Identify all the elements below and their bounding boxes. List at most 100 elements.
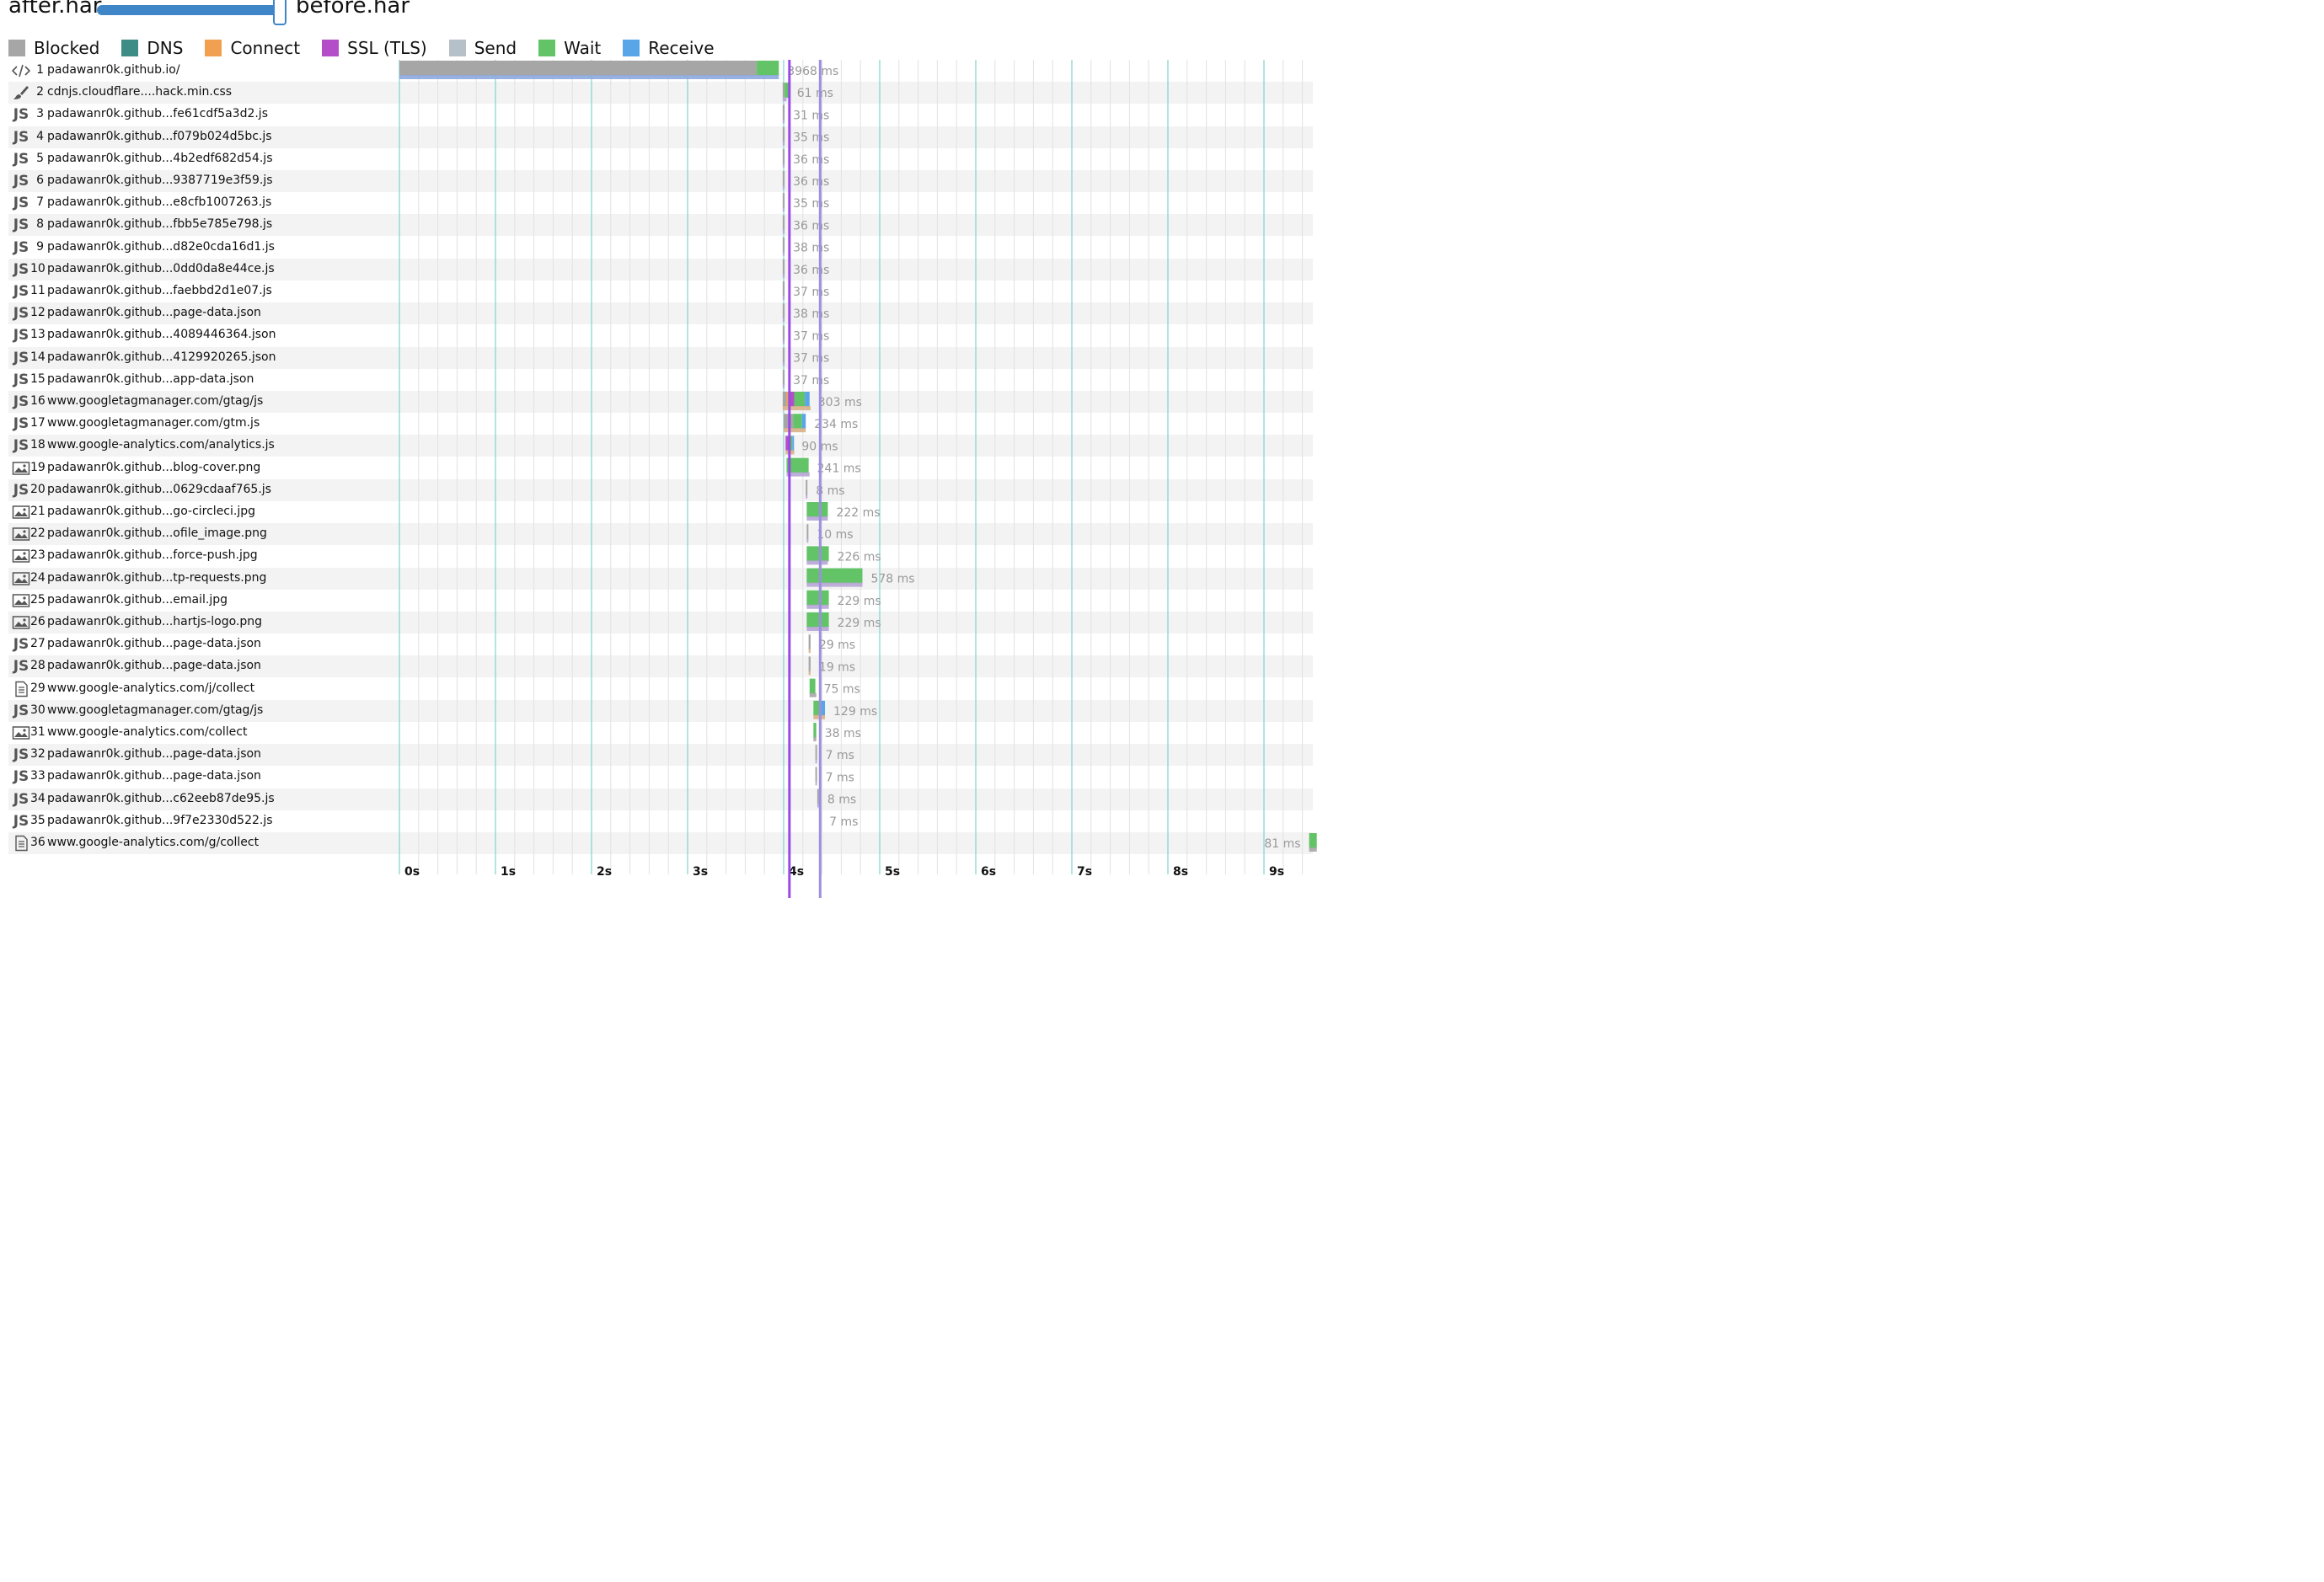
request-row[interactable]: JS 32 padawanr0k.github...page-data.json (8, 744, 1313, 767)
request-url[interactable]: padawanr0k.github...page-data.json (47, 769, 261, 783)
request-url[interactable]: padawanr0k.github...fbb5e785e798.js (47, 217, 273, 232)
request-url[interactable]: padawanr0k.github...4b2edf682d54.js (47, 151, 273, 165)
timing-bar-receive (821, 700, 826, 716)
request-url[interactable]: padawanr0k.github...4089446364.json (47, 328, 276, 342)
request-url[interactable]: padawanr0k.github...force-push.jpg (47, 548, 258, 563)
request-url[interactable]: padawanr0k.github...e8cfb1007263.js (47, 195, 272, 210)
request-number: 30 (30, 703, 46, 717)
request-row[interactable]: JS 4 padawanr0k.github...f079b024d5bc.js (8, 126, 1313, 148)
request-url[interactable]: padawanr0k.github...faebbd2d1e07.js (47, 284, 272, 297)
request-row[interactable]: JS 18 www.google-analytics.com/analytics.j… (8, 435, 1313, 457)
request-row[interactable]: JS 15 padawanr0k.github...app-data.json (8, 369, 1313, 391)
request-row[interactable]: JS 7 padawanr0k.github...e8cfb1007263.js (8, 192, 1313, 214)
request-row[interactable]: 36 www.google-analytics.com/g/collect (8, 832, 1313, 854)
timing-bar-blocked (782, 83, 785, 99)
request-number: 6 (36, 174, 44, 187)
request-row[interactable]: 29 www.google-analytics.com/j/collect (8, 678, 1313, 700)
request-row[interactable]: 26 padawanr0k.github...hartjs-logo.png (8, 612, 1313, 633)
request-url[interactable]: www.google-analytics.com/analytics.js (47, 438, 275, 452)
request-row[interactable]: JS 28 padawanr0k.github...page-data.json (8, 655, 1313, 678)
request-duration-label: 234 ms (814, 418, 858, 431)
request-url[interactable]: padawanr0k.github...f079b024d5bc.js (47, 129, 272, 143)
request-url[interactable]: www.googletagmanager.com/gtag/js (47, 394, 264, 408)
request-url[interactable]: padawanr0k.github...email.jpg (47, 592, 228, 607)
request-row[interactable]: JS 14 padawanr0k.github...4129920265.json (8, 346, 1313, 369)
request-row[interactable]: JS 30 www.googletagmanager.com/gtag/js (8, 699, 1313, 722)
request-url[interactable]: padawanr0k.github.io/ (47, 63, 180, 77)
js-file-icon: JS (13, 768, 29, 786)
timing-bar-wait (1309, 833, 1317, 848)
request-url[interactable]: padawanr0k.github...ofile_image.png (47, 526, 267, 541)
request-duration-label: 8 ms (827, 794, 856, 807)
request-url[interactable]: padawanr0k.github...fe61cdf5a3d2.js (47, 107, 268, 121)
request-row[interactable]: 22 padawanr0k.github...ofile_image.png (8, 523, 1313, 546)
request-url[interactable]: padawanr0k.github...c62eeb87de95.js (47, 791, 275, 805)
request-row[interactable]: JS 20 padawanr0k.github...0629cdaaf765.js (8, 478, 1313, 501)
request-url[interactable]: padawanr0k.github...9f7e2330d522.js (47, 813, 273, 827)
request-row[interactable]: JS 17 www.googletagmanager.com/gtm.js (8, 413, 1313, 435)
har-comparison-slider[interactable] (97, 5, 281, 15)
request-row[interactable]: JS 9 padawanr0k.github...d82e0cda16d1.js (8, 237, 1313, 259)
request-url[interactable]: www.google-analytics.com/j/collect (47, 681, 255, 695)
request-url[interactable]: padawanr0k.github...4129920265.json (47, 350, 276, 364)
js-file-icon: JS (13, 349, 29, 366)
request-row[interactable]: 19 padawanr0k.github...blog-cover.png (8, 457, 1313, 479)
legend-item-receive: Receive (623, 38, 715, 58)
request-row[interactable]: JS 12 padawanr0k.github...page-data.json (8, 302, 1313, 325)
request-url[interactable]: padawanr0k.github...page-data.json (47, 659, 261, 673)
request-url[interactable]: www.google-analytics.com/g/collect (47, 836, 260, 849)
request-duration-label: 35 ms (793, 197, 829, 211)
js-file-icon: JS (13, 702, 29, 719)
request-row[interactable]: 1 padawanr0k.github.io/ (8, 60, 1313, 82)
request-row[interactable]: 23 padawanr0k.github...force-push.jpg (8, 545, 1313, 567)
request-url[interactable]: padawanr0k.github...page-data.json (47, 306, 261, 320)
request-url[interactable]: padawanr0k.github...page-data.json (47, 637, 261, 651)
timing-bar-blocked (782, 392, 787, 407)
request-url[interactable]: www.googletagmanager.com/gtm.js (47, 416, 260, 430)
request-url[interactable]: padawanr0k.github...go-circleci.jpg (47, 505, 256, 518)
request-url[interactable]: cdnjs.cloudflare....hack.min.css (47, 85, 233, 99)
har-comparison-slider-handle[interactable] (273, 0, 286, 25)
request-row[interactable]: JS 13 padawanr0k.github...4089446364.json (8, 324, 1313, 346)
request-url[interactable]: padawanr0k.github...0629cdaaf765.js (47, 482, 271, 496)
request-row[interactable]: JS 16 www.googletagmanager.com/gtag/js (8, 391, 1313, 413)
request-url[interactable]: www.google-analytics.com/collect (47, 725, 248, 739)
timing-bar-ssl (785, 436, 790, 452)
request-row[interactable]: JS 33 padawanr0k.github...page-data.json (8, 766, 1313, 788)
request-row[interactable]: JS 6 padawanr0k.github...9387719e3f59.js (8, 170, 1313, 192)
request-type-icon: JS (12, 216, 30, 233)
request-row[interactable]: JS 3 padawanr0k.github...fe61cdf5a3d2.js (8, 104, 1313, 126)
legend-swatch-receive (623, 40, 640, 56)
request-url[interactable]: padawanr0k.github...app-data.json (47, 371, 254, 386)
legend-label: Connect (230, 38, 301, 58)
request-url[interactable]: padawanr0k.github...tp-requests.png (47, 570, 267, 585)
request-duration-label: 229 ms (838, 617, 881, 630)
js-file-icon: JS (13, 636, 29, 654)
request-row[interactable]: 25 padawanr0k.github...email.jpg (8, 590, 1313, 612)
request-url[interactable]: padawanr0k.github...blog-cover.png (47, 460, 261, 474)
request-row[interactable]: 2 cdnjs.cloudflare....hack.min.css (8, 82, 1313, 104)
request-row[interactable]: JS 34 padawanr0k.github...c62eeb87de95.js (8, 788, 1313, 810)
request-row[interactable]: JS 5 padawanr0k.github...4b2edf682d54.js (8, 148, 1313, 170)
request-row[interactable]: 24 padawanr0k.github...tp-requests.png (8, 567, 1313, 590)
request-row[interactable]: JS 10 padawanr0k.github...0dd0da8e44ce.js (8, 258, 1313, 281)
request-url[interactable]: www.googletagmanager.com/gtag/js (47, 703, 264, 717)
request-duration-label: 36 ms (793, 219, 829, 232)
request-url[interactable]: padawanr0k.github...d82e0cda16d1.js (47, 239, 275, 254)
request-number: 4 (36, 129, 44, 143)
request-url[interactable]: padawanr0k.github...0dd0da8e44ce.js (47, 261, 275, 275)
request-row[interactable]: JS 11 padawanr0k.github...faebbd2d1e07.js (8, 281, 1313, 302)
js-file-icon: JS (13, 283, 29, 300)
request-row[interactable]: JS 8 padawanr0k.github...fbb5e785e798.js (8, 214, 1313, 237)
request-row[interactable]: 21 padawanr0k.github...go-circleci.jpg (8, 501, 1313, 523)
request-url[interactable]: padawanr0k.github...page-data.json (47, 747, 261, 762)
paintbrush-icon (13, 86, 29, 100)
request-row[interactable]: 31 www.google-analytics.com/collect (8, 722, 1313, 744)
request-url[interactable]: padawanr0k.github...9387719e3f59.js (47, 174, 273, 187)
request-row[interactable]: JS 35 padawanr0k.github...9f7e2330d522.js (8, 810, 1313, 832)
request-row[interactable]: JS 27 padawanr0k.github...page-data.json (8, 633, 1313, 655)
request-url[interactable]: padawanr0k.github...hartjs-logo.png (47, 615, 262, 628)
request-number: 20 (30, 482, 46, 496)
request-duration-label: 29 ms (819, 639, 855, 652)
request-number: 21 (30, 505, 46, 518)
